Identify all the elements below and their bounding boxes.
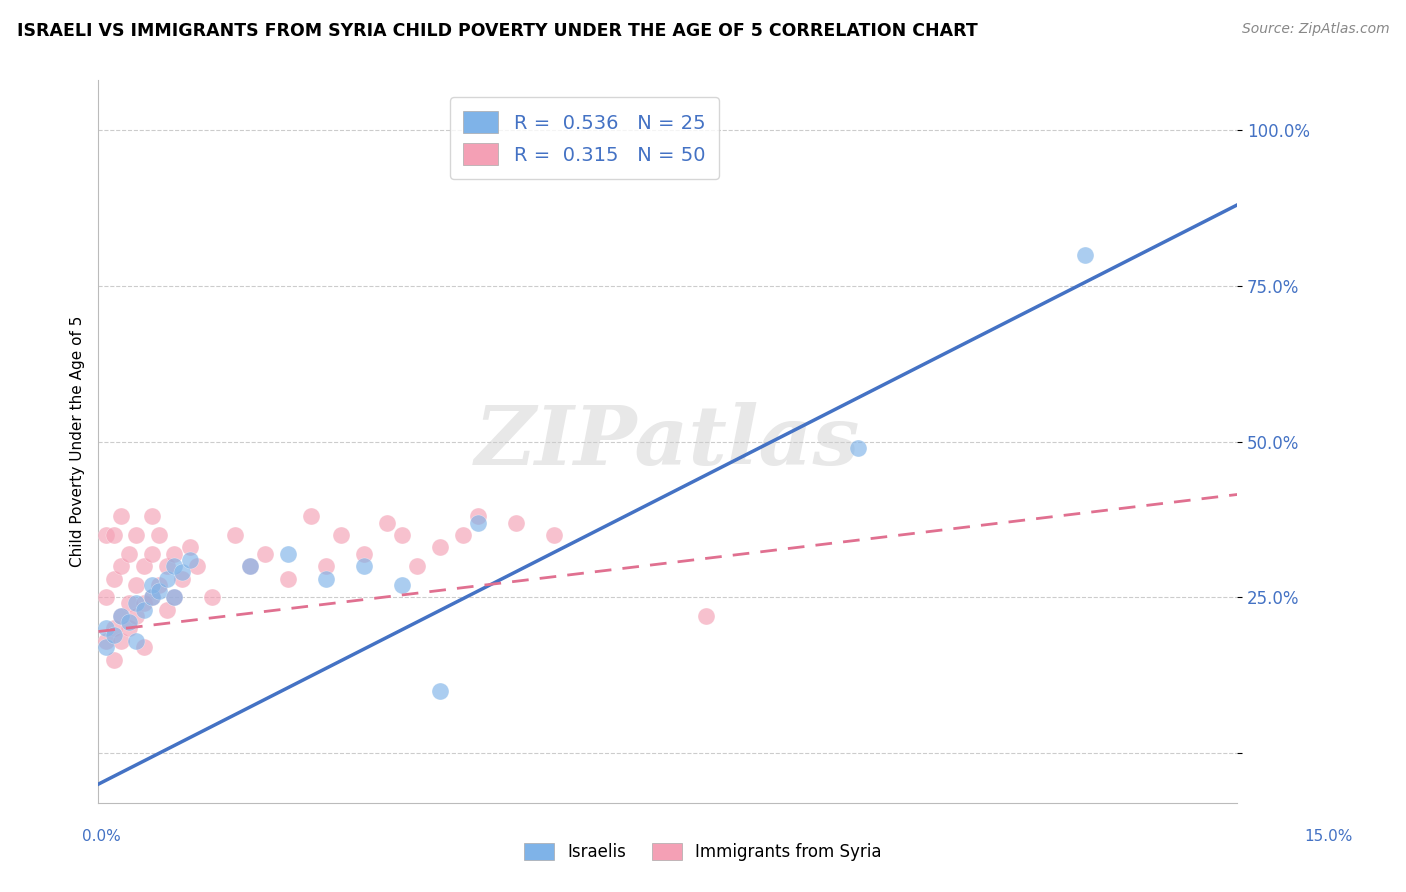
Point [163,547,186,561]
Point [224,528,246,542]
Point [353,547,375,561]
Point [94,621,117,635]
Point [132,603,155,617]
Point [170,572,193,586]
Text: ISRAELI VS IMMIGRANTS FROM SYRIA CHILD POVERTY UNDER THE AGE OF 5 CORRELATION CH: ISRAELI VS IMMIGRANTS FROM SYRIA CHILD P… [17,22,977,40]
Point [1074,248,1097,262]
Point [201,591,224,605]
Legend: R =  0.536   N = 25, R =  0.315   N = 50: R = 0.536 N = 25, R = 0.315 N = 50 [450,97,720,179]
Point [141,578,163,592]
Point [315,559,337,574]
Point [179,553,201,567]
Point [94,633,117,648]
Point [110,609,132,624]
Point [467,516,489,530]
Point [118,615,141,630]
Point [103,528,125,542]
Point [375,516,398,530]
Point [156,603,179,617]
Y-axis label: Child Poverty Under the Age of 5: Child Poverty Under the Age of 5 [69,316,84,567]
Point [110,509,132,524]
Point [125,633,148,648]
Point [239,559,262,574]
Point [103,621,125,635]
Point [156,559,179,574]
Point [163,559,186,574]
Point [148,528,170,542]
Point [451,528,474,542]
Point [353,559,375,574]
Point [125,609,148,624]
Text: Source: ZipAtlas.com: Source: ZipAtlas.com [1241,22,1389,37]
Point [170,566,193,580]
Text: 15.0%: 15.0% [1305,830,1353,844]
Legend: Israelis, Immigrants from Syria: Israelis, Immigrants from Syria [517,836,889,868]
Text: ZIPatlas: ZIPatlas [475,401,860,482]
Point [103,627,125,641]
Point [132,559,155,574]
Point [391,528,413,542]
Point [846,441,869,455]
Point [277,572,299,586]
Point [179,541,201,555]
Point [299,509,322,524]
Point [467,509,489,524]
Point [391,578,413,592]
Point [125,597,148,611]
Point [186,559,208,574]
Point [94,640,117,654]
Point [103,652,125,666]
Point [254,547,277,561]
Point [118,547,141,561]
Point [239,559,262,574]
Point [141,547,163,561]
Point [277,547,299,561]
Point [132,597,155,611]
Text: 0.0%: 0.0% [82,830,121,844]
Point [505,516,527,530]
Point [94,591,117,605]
Point [125,578,148,592]
Point [132,640,155,654]
Point [543,528,565,542]
Point [141,509,163,524]
Point [163,591,186,605]
Point [118,621,141,635]
Point [156,572,179,586]
Point [141,591,163,605]
Point [141,591,163,605]
Point [110,559,132,574]
Point [429,541,451,555]
Point [315,572,337,586]
Point [406,559,429,574]
Point [330,528,353,542]
Point [148,584,170,599]
Point [148,578,170,592]
Point [110,609,132,624]
Point [110,633,132,648]
Point [125,528,148,542]
Point [163,591,186,605]
Point [118,597,141,611]
Point [429,683,451,698]
Point [695,609,717,624]
Point [94,528,117,542]
Point [103,572,125,586]
